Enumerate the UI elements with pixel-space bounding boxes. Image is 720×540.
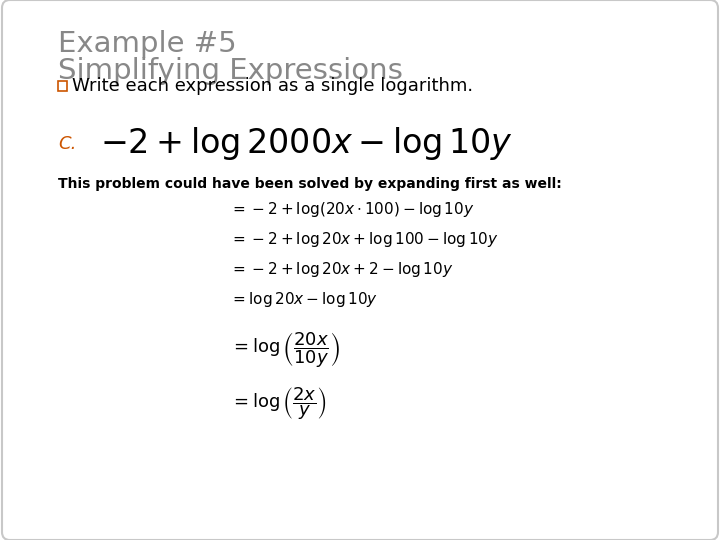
Text: Simplifying Expressions: Simplifying Expressions [58,57,403,85]
Text: Example #5: Example #5 [58,30,237,58]
Text: $=\log\left(\dfrac{2x}{y}\right)$: $=\log\left(\dfrac{2x}{y}\right)$ [230,385,327,422]
Bar [58,81,67,91]
Text: C.: C. [58,135,76,153]
Text: Write each expression as a single logarithm.: Write each expression as a single logari… [72,77,473,95]
Text: $=-2+\log 20x+\log 100-\log 10y$: $=-2+\log 20x+\log 100-\log 10y$ [230,230,499,249]
Text: $=\log\left(\dfrac{20x}{10y}\right)$: $=\log\left(\dfrac{20x}{10y}\right)$ [230,330,340,370]
Text: $-2+\log 2000x - \log 10y$: $-2+\log 2000x - \log 10y$ [100,125,513,162]
Text: $=-2+\log 20x+2-\log 10y$: $=-2+\log 20x+2-\log 10y$ [230,260,454,279]
Text: This problem could have been solved by expanding first as well:: This problem could have been solved by e… [58,177,562,191]
Text: $=-2+\log(20x\cdot 100)-\log 10y$: $=-2+\log(20x\cdot 100)-\log 10y$ [230,200,474,219]
Text: $=\log 20x-\log 10y$: $=\log 20x-\log 10y$ [230,290,378,309]
